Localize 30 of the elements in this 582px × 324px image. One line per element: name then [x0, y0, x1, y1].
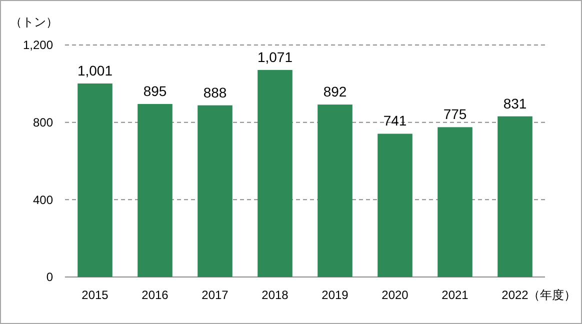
- x-axis-title: （年度）: [528, 288, 576, 302]
- data-label: 831: [503, 95, 527, 112]
- x-tick-label: 2017: [202, 288, 229, 302]
- data-label: 895: [143, 82, 167, 99]
- data-label: 888: [203, 84, 227, 100]
- x-tick-label: 2015: [82, 288, 109, 302]
- data-label: 775: [443, 106, 467, 122]
- bar: [138, 104, 172, 277]
- y-tick-label: 800: [32, 116, 54, 130]
- data-label: 1,071: [257, 48, 293, 65]
- data-label: 1,001: [77, 62, 113, 78]
- y-axis-title: （トン）: [10, 15, 58, 29]
- bar: [198, 105, 232, 277]
- y-tick-label: 0: [46, 270, 54, 284]
- y-tick-label: 1,200: [22, 38, 54, 52]
- data-label: 741: [383, 112, 407, 129]
- bar: [258, 70, 292, 277]
- x-tick-label: 2020: [382, 288, 409, 302]
- x-tick-label: 2018: [262, 288, 289, 302]
- x-tick-label: 2019: [322, 288, 349, 302]
- bar: [78, 83, 112, 277]
- bar: [378, 134, 412, 277]
- bar: [498, 116, 532, 277]
- x-tick-label: 2022: [502, 288, 529, 302]
- bar: [318, 104, 352, 277]
- x-tick-label: 2016: [142, 288, 169, 302]
- x-tick-label: 2021: [442, 288, 469, 302]
- y-tick-label: 400: [32, 192, 54, 207]
- data-label: 892: [323, 84, 347, 100]
- bar: [438, 127, 472, 277]
